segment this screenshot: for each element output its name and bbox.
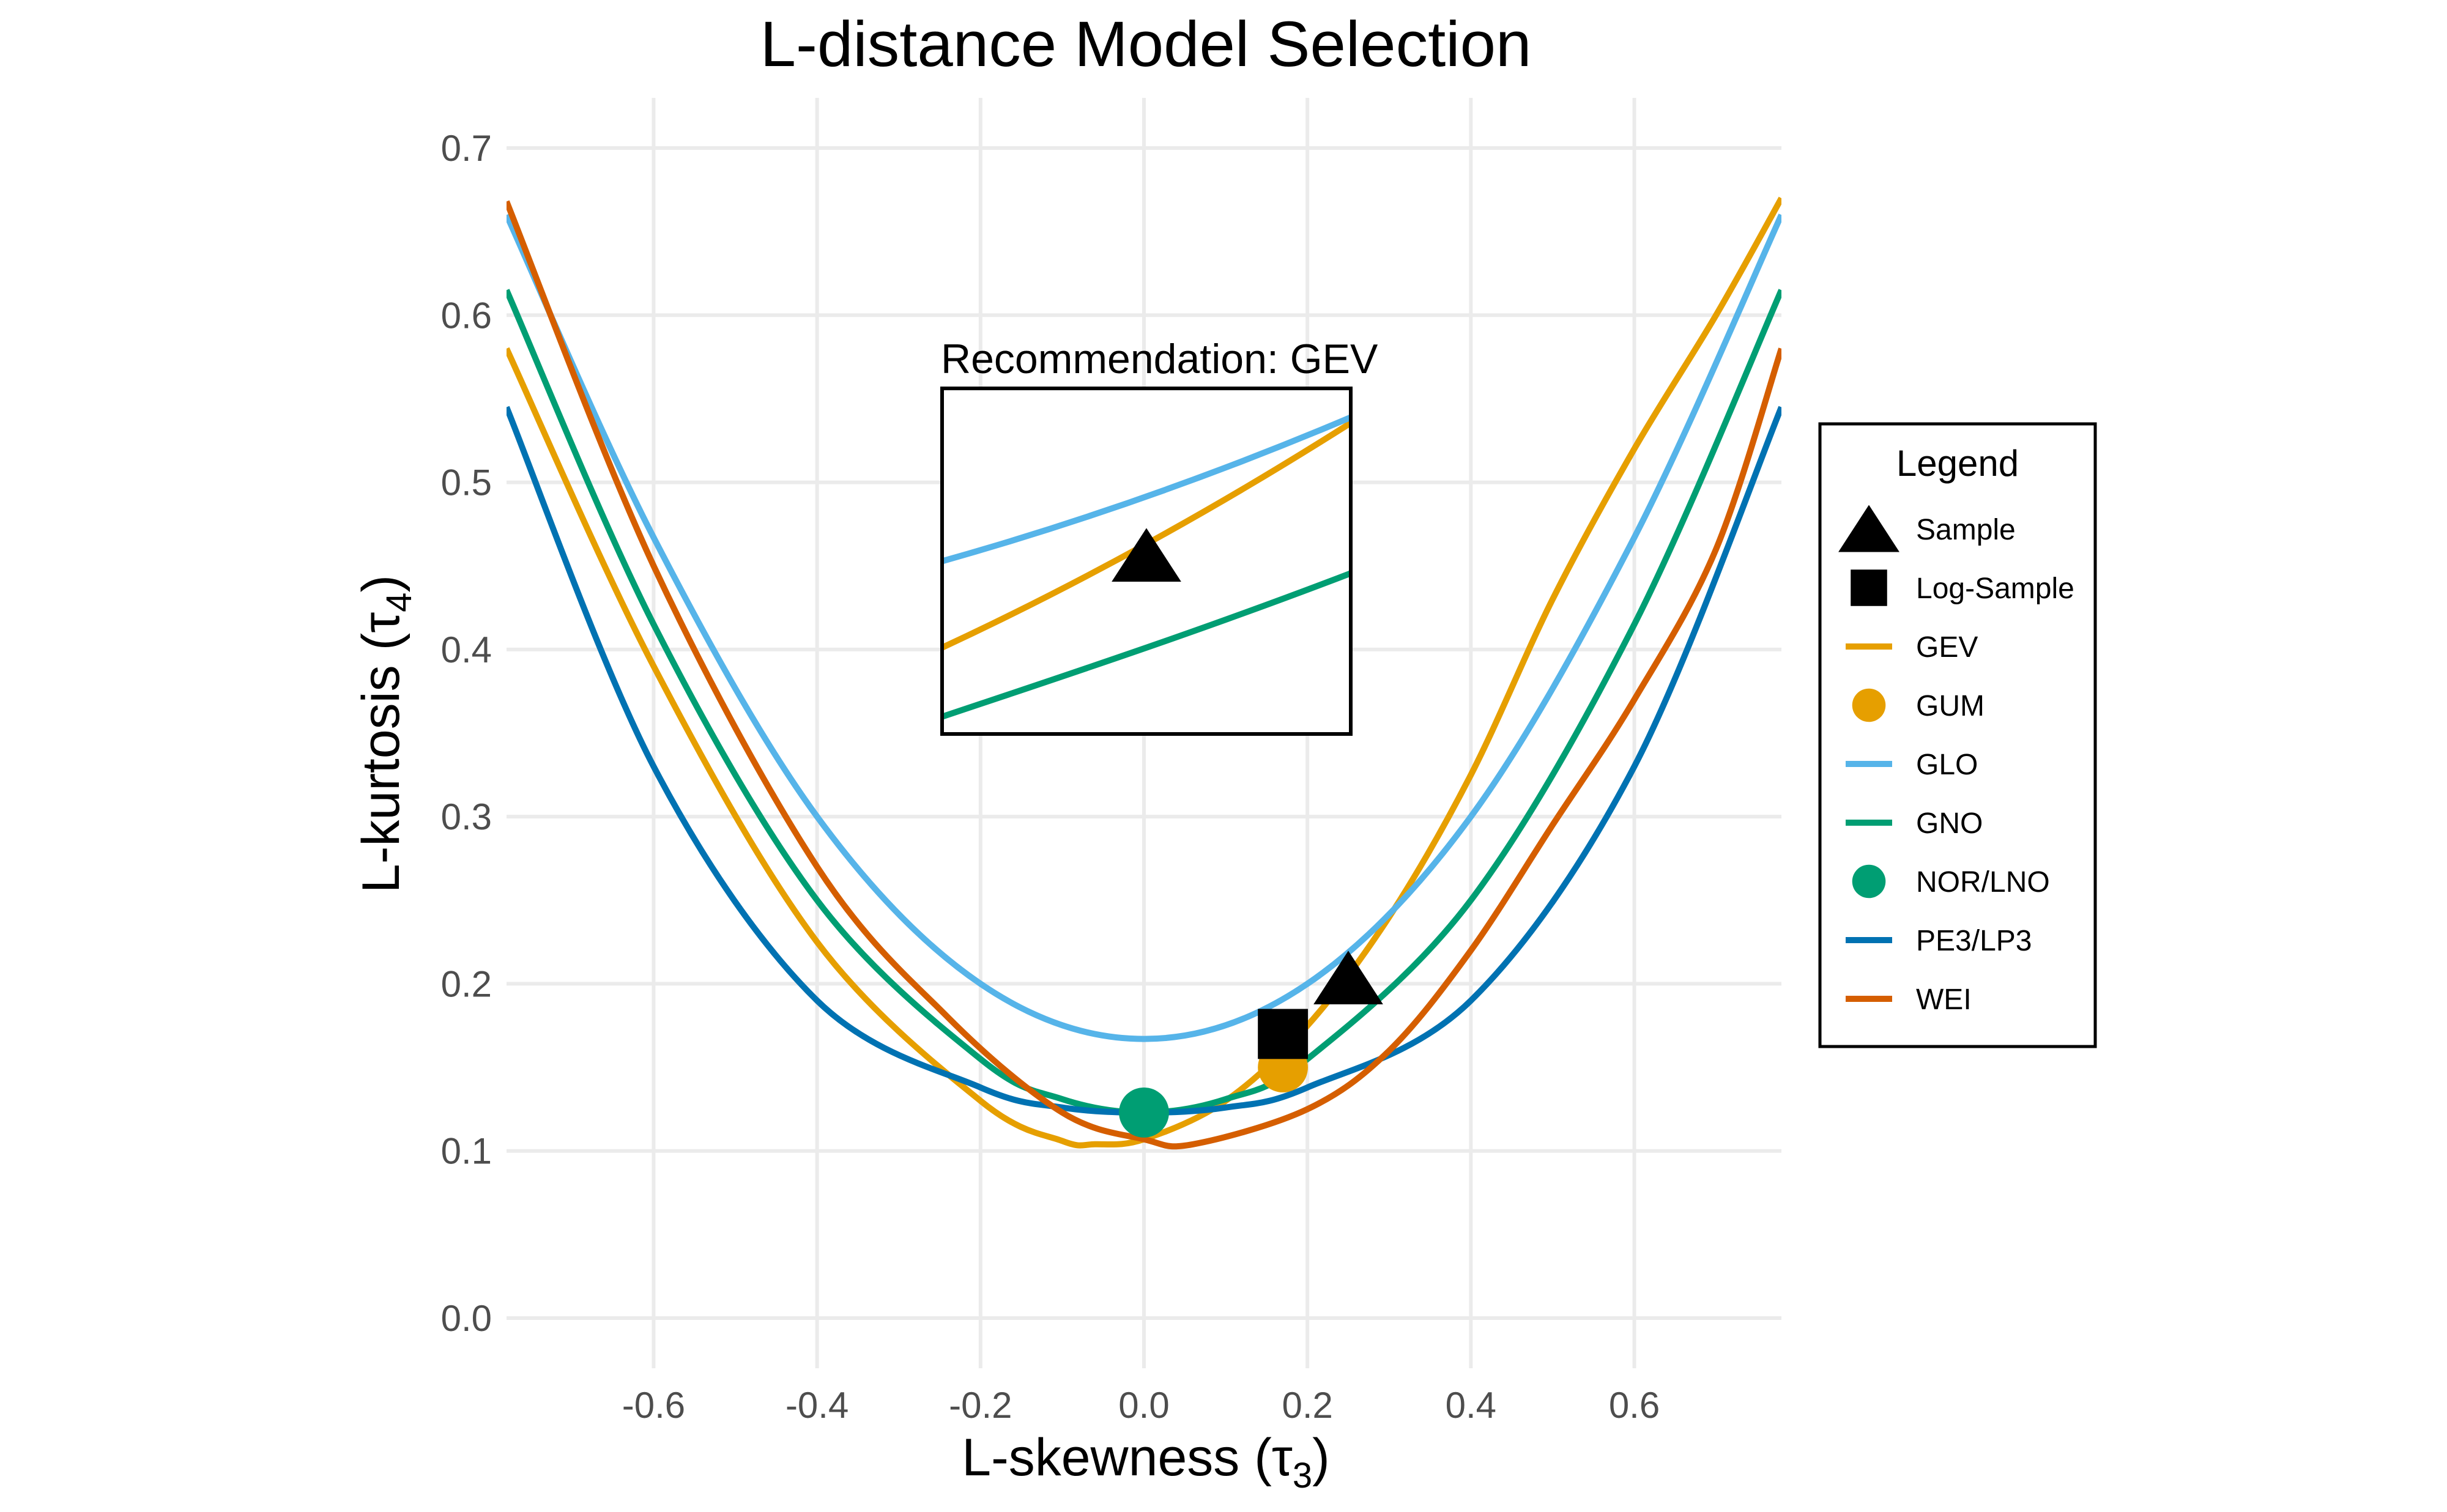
- x-tick-label: -0.2: [949, 1385, 1012, 1426]
- y-tick-label: 0.4: [441, 629, 492, 670]
- x-axis-title: L-skewness (τ3): [962, 1428, 1329, 1495]
- legend-item-nor-lno: NOR/LNO: [1852, 864, 2050, 899]
- y-tick-label: 0.3: [441, 796, 492, 837]
- legend-item-wei: WEI: [1846, 984, 1972, 1016]
- legend-label: GEV: [1916, 631, 1978, 664]
- y-tick-label: 0.6: [441, 295, 492, 336]
- legend-item-gum: GUM: [1852, 688, 1985, 722]
- legend-label: NOR/LNO: [1916, 866, 2050, 899]
- inset-border: [940, 387, 1353, 736]
- y-tick-label: 0.0: [441, 1298, 492, 1339]
- legend-title: Legend: [1896, 443, 2019, 484]
- y-axis-ticks: 0.0 0.1 0.2 0.3 0.4 0.5 0.6 0.7: [441, 128, 492, 1339]
- legend-key-nor-lno-point: [1852, 864, 1886, 899]
- legend-item-log-sample: Log-Sample: [1851, 569, 2074, 606]
- legend: Legend Sample Log-Sample GEV GUM GLO GNO NOR/L…: [1818, 422, 2097, 1048]
- legend-label: GLO: [1916, 749, 1978, 781]
- chart-title: L-distance Model Selection: [760, 9, 1532, 80]
- legend-item-gev: GEV: [1846, 631, 1978, 664]
- legend-label: Log-Sample: [1916, 573, 2074, 605]
- legend-item-sample: Sample: [1838, 505, 2016, 552]
- legend-label: WEI: [1916, 984, 1972, 1016]
- x-tick-label: 0.0: [1118, 1385, 1169, 1426]
- legend-key-log-sample-point: [1851, 569, 1887, 606]
- y-tick-label: 0.5: [441, 462, 492, 503]
- x-tick-label: 0.2: [1282, 1385, 1332, 1426]
- sample-point: [1313, 951, 1383, 1004]
- legend-key-sample-point: [1838, 505, 1899, 552]
- legend-item-pe3-lp3: PE3/LP3: [1846, 925, 2032, 957]
- x-tick-label: -0.4: [785, 1385, 848, 1426]
- inset-zoom-panel: Recommendation: GEV: [940, 336, 1378, 736]
- x-tick-label: 0.4: [1446, 1385, 1496, 1426]
- legend-label: GUM: [1916, 690, 1985, 722]
- legend-item-glo: GLO: [1846, 749, 1978, 781]
- x-axis-ticks: -0.6 -0.4 -0.2 0.0 0.2 0.4 0.6: [622, 1385, 1660, 1426]
- plot-area: [507, 196, 1781, 1150]
- x-tick-label: 0.6: [1609, 1385, 1660, 1426]
- series-line-wei: [507, 200, 1781, 1150]
- x-tick-label: -0.6: [622, 1385, 685, 1426]
- legend-item-gno: GNO: [1846, 807, 1983, 840]
- series-line-glo: [507, 213, 1781, 1042]
- nor-lno-point: [1119, 1087, 1169, 1138]
- y-tick-label: 0.7: [441, 128, 492, 169]
- legend-key-gum-point: [1852, 688, 1886, 722]
- legend-label: PE3/LP3: [1916, 925, 2032, 957]
- y-tick-label: 0.1: [441, 1131, 492, 1172]
- legend-label: GNO: [1916, 807, 1983, 840]
- log-sample-point: [1258, 1009, 1309, 1059]
- inset-sample-point: [1112, 528, 1181, 582]
- legend-label: Sample: [1916, 514, 2016, 546]
- y-tick-label: 0.2: [441, 963, 492, 1004]
- y-axis-title: L-kurtosis (τ4): [352, 575, 419, 893]
- inset-title: Recommendation: GEV: [941, 336, 1378, 382]
